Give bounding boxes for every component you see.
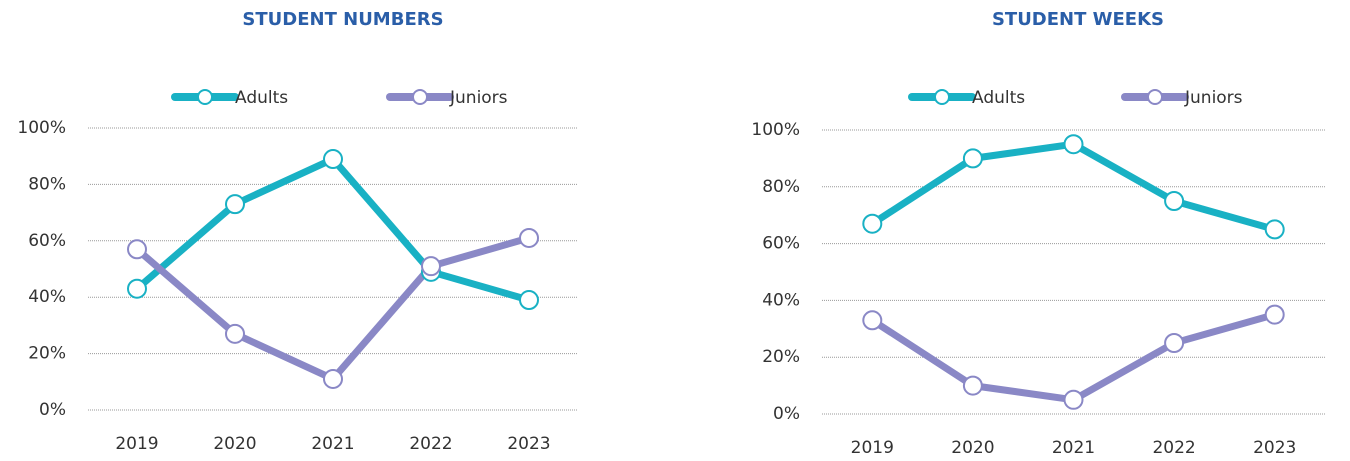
data-point — [862, 310, 883, 331]
chart-title: STUDENT WEEKS — [992, 9, 1164, 30]
data-point — [1264, 304, 1285, 325]
series-line — [134, 155, 530, 304]
y-tick-label: 40% — [762, 290, 800, 310]
y-tick-label: 20% — [28, 344, 66, 364]
legend-label: Juniors — [1184, 88, 1243, 108]
data-point — [1063, 134, 1084, 155]
y-tick-label: 100% — [17, 118, 66, 138]
x-tick-label: 2022 — [1152, 438, 1195, 458]
x-tick-label: 2022 — [409, 434, 452, 454]
legend-marker — [934, 89, 950, 105]
legend-marker — [197, 89, 213, 105]
data-point — [323, 149, 343, 170]
data-point — [1264, 219, 1285, 240]
legend-marker — [412, 89, 428, 105]
legend-marker — [1147, 89, 1163, 105]
chart-title: STUDENT NUMBERS — [242, 9, 443, 30]
x-tick-label: 2023 — [1253, 438, 1296, 458]
data-point — [519, 290, 539, 311]
data-point — [862, 213, 883, 234]
data-point — [225, 194, 245, 215]
data-point — [127, 239, 147, 260]
data-point — [962, 148, 983, 169]
data-point — [127, 278, 147, 299]
legend-label: Adults — [235, 88, 288, 108]
x-tick-label: 2020 — [213, 434, 256, 454]
data-point — [225, 323, 245, 344]
x-tick-label: 2021 — [1052, 438, 1095, 458]
x-tick-label: 2021 — [311, 434, 354, 454]
data-point — [1164, 333, 1185, 353]
data-point — [962, 375, 983, 396]
data-point — [323, 368, 343, 389]
y-tick-label: 80% — [762, 177, 800, 197]
data-point — [421, 256, 441, 277]
y-tick-label: 0% — [39, 400, 66, 420]
legend-label: Juniors — [449, 88, 508, 108]
x-tick-label: 2019 — [851, 438, 894, 458]
y-tick-label: 0% — [773, 404, 800, 424]
x-tick-label: 2023 — [507, 434, 550, 454]
x-tick-label: 2020 — [951, 438, 994, 458]
y-tick-label: 100% — [751, 120, 800, 140]
legend-label: Adults — [972, 88, 1025, 108]
data-point — [1164, 191, 1185, 211]
y-tick-label: 80% — [28, 174, 66, 194]
y-tick-label: 40% — [28, 287, 66, 307]
y-tick-label: 60% — [28, 231, 66, 251]
data-point — [519, 227, 539, 248]
y-tick-label: 20% — [762, 347, 800, 367]
series-line — [134, 234, 530, 383]
data-point — [1063, 389, 1084, 410]
x-tick-label: 2019 — [115, 434, 158, 454]
y-tick-label: 60% — [762, 234, 800, 254]
